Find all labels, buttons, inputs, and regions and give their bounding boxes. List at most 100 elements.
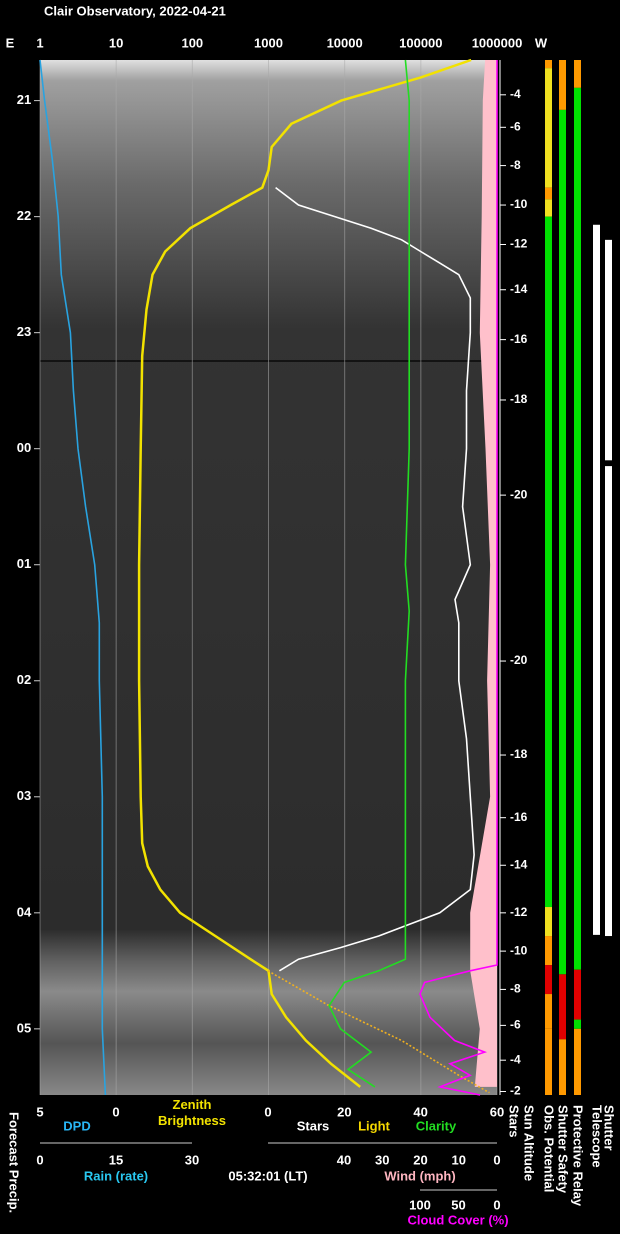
timestamp: 05:32:01 (LT) bbox=[228, 1168, 307, 1183]
side-label: Sun Altitude bbox=[522, 1105, 537, 1181]
status-segment bbox=[545, 965, 552, 995]
sun-altitude-label: -4 bbox=[510, 87, 521, 101]
status-segment bbox=[574, 1028, 581, 1095]
x-tick-label: 15 bbox=[109, 1152, 123, 1167]
sun-altitude-label: -14 bbox=[510, 282, 528, 296]
status-segment bbox=[545, 187, 552, 200]
status-segment bbox=[545, 936, 552, 966]
sun-altitude-label: -20 bbox=[510, 487, 528, 501]
y-tick-label: 01 bbox=[17, 556, 31, 571]
side-label: Stars bbox=[507, 1105, 522, 1138]
x-tick-label: 20 bbox=[337, 1104, 351, 1119]
sun-altitude-label: -8 bbox=[510, 982, 521, 996]
status-segment bbox=[574, 969, 581, 1020]
series-line bbox=[419, 60, 498, 1096]
x-tick-label: 50 bbox=[451, 1197, 465, 1212]
x-tick-label: 60 bbox=[490, 1104, 504, 1119]
x-tick-label: 30 bbox=[375, 1152, 389, 1167]
series-line bbox=[39, 59, 107, 1096]
x-tick-label: 1000 bbox=[254, 35, 283, 50]
series-label: Light bbox=[358, 1118, 390, 1133]
sun-altitude-label: -16 bbox=[510, 332, 528, 346]
status-label: Telescope bbox=[590, 1105, 605, 1168]
x-tick-label: 0 bbox=[493, 1197, 500, 1212]
y-tick-label: 04 bbox=[17, 904, 32, 919]
x-tick-label: 0 bbox=[36, 1152, 43, 1167]
side-label: Forecast Precip. bbox=[7, 1112, 22, 1213]
x-tick-label: 0 bbox=[112, 1104, 119, 1119]
series-label: Zenith Brightness bbox=[158, 1097, 226, 1128]
wind-area bbox=[470, 60, 497, 1087]
sun-altitude-label: -2 bbox=[510, 1084, 521, 1098]
status-segment bbox=[605, 466, 612, 937]
sun-altitude-label: -6 bbox=[510, 119, 521, 133]
series-line bbox=[328, 59, 411, 1088]
x-tick-label: 20 bbox=[413, 1152, 427, 1167]
status-label: Protective Relay bbox=[571, 1105, 586, 1207]
status-segment bbox=[545, 994, 552, 1029]
x-tick-label: 0 bbox=[264, 1104, 271, 1119]
sun-altitude-label: -16 bbox=[510, 810, 528, 824]
y-tick-label: 00 bbox=[17, 440, 31, 455]
status-label: Obs. Potential bbox=[542, 1105, 557, 1192]
status-segment bbox=[545, 199, 552, 217]
status-segment bbox=[559, 974, 566, 1040]
sun-altitude-label: -8 bbox=[510, 158, 521, 172]
status-segment bbox=[545, 60, 552, 69]
series-label: Clarity bbox=[416, 1118, 457, 1133]
y-tick-label: 03 bbox=[17, 788, 31, 803]
x-tick-label: 1 bbox=[36, 35, 43, 50]
sun-altitude-label: -12 bbox=[510, 905, 528, 919]
y-tick-label: 21 bbox=[17, 92, 31, 107]
status-segment bbox=[559, 1039, 566, 1095]
status-segment bbox=[574, 87, 581, 970]
status-segment bbox=[559, 109, 566, 975]
status-label: Shutter bbox=[602, 1105, 617, 1151]
y-tick-label: 23 bbox=[17, 324, 31, 339]
x-tick-label: 30 bbox=[185, 1152, 199, 1167]
status-segment bbox=[605, 239, 612, 461]
series-line bbox=[275, 186, 475, 972]
series-label: Wind (mph) bbox=[384, 1168, 455, 1183]
sun-altitude-label: -10 bbox=[510, 943, 528, 957]
sun-altitude-label: -12 bbox=[510, 237, 528, 251]
status-segment bbox=[545, 1028, 552, 1095]
east-label: E bbox=[6, 35, 15, 50]
y-tick-label: 22 bbox=[17, 208, 31, 223]
x-tick-label: 1000000 bbox=[472, 35, 523, 50]
sun-altitude-label: -10 bbox=[510, 197, 528, 211]
status-segment bbox=[545, 907, 552, 937]
x-tick-label: 5 bbox=[36, 1104, 43, 1119]
y-tick-label: 02 bbox=[17, 672, 31, 687]
status-segment bbox=[574, 1019, 581, 1029]
series-label: DPD bbox=[63, 1118, 90, 1133]
chart-title: Clair Observatory, 2022-04-21 bbox=[44, 3, 226, 18]
x-tick-label: 40 bbox=[413, 1104, 427, 1119]
x-tick-label: 100 bbox=[181, 35, 203, 50]
y-tick-label: 05 bbox=[17, 1020, 31, 1035]
west-label: W bbox=[535, 35, 548, 50]
status-label: Shutter Safety bbox=[556, 1105, 571, 1194]
status-segment bbox=[545, 68, 552, 188]
x-tick-label: 10 bbox=[452, 1152, 466, 1167]
series-line bbox=[137, 58, 472, 1088]
x-tick-label: 0 bbox=[493, 1152, 500, 1167]
x-tick-label: 100 bbox=[409, 1197, 431, 1212]
sun-altitude-label: -6 bbox=[510, 1018, 521, 1032]
series-label: Cloud Cover (%) bbox=[407, 1212, 508, 1227]
axis-title: Rain (rate) bbox=[84, 1168, 148, 1183]
sun-altitude-label: -14 bbox=[510, 857, 528, 871]
x-tick-label: 10000 bbox=[327, 35, 363, 50]
status-segment bbox=[593, 224, 600, 935]
status-segment bbox=[559, 60, 566, 110]
status-segment bbox=[574, 60, 581, 88]
sun-altitude-label: -18 bbox=[510, 392, 528, 406]
status-segment bbox=[545, 216, 552, 908]
x-tick-label: 100000 bbox=[399, 35, 442, 50]
x-tick-label: 10 bbox=[109, 35, 123, 50]
sun-altitude-label: -18 bbox=[510, 747, 528, 761]
x-tick-label: 40 bbox=[337, 1152, 351, 1167]
sun-altitude-label: -4 bbox=[510, 1052, 521, 1066]
